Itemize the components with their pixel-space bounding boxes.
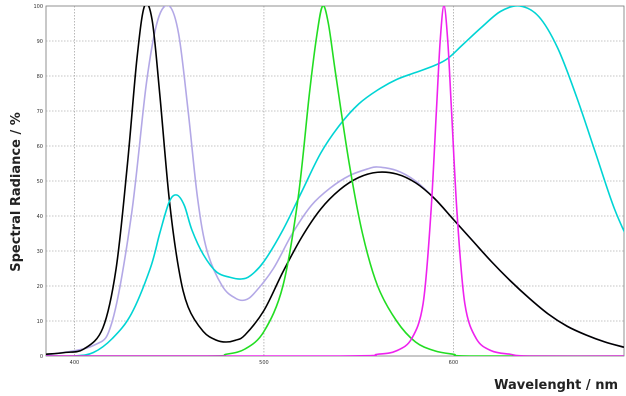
y-tick-label: 10	[37, 319, 43, 325]
x-axis-title: Wavelenght / nm	[494, 378, 618, 393]
y-tick-label: 30	[37, 249, 43, 255]
y-tick-label: 0	[40, 354, 43, 360]
y-axis-title: Spectral Radiance / %	[9, 112, 24, 272]
y-tick-label: 20	[37, 284, 43, 290]
y-tick-label: 40	[37, 214, 43, 220]
y-tick-label: 60	[37, 144, 43, 150]
y-tick-label: 70	[37, 109, 43, 115]
y-tick-labels: 0 10 20 30 40 50 60 70 80 90 100	[33, 4, 43, 360]
x-tick-label: 400	[70, 360, 80, 366]
y-tick-label: 80	[37, 74, 43, 80]
x-tick-labels: 400500600700	[70, 360, 626, 366]
x-tick-label: 600	[449, 360, 459, 366]
y-tick-label: 100	[33, 4, 43, 10]
x-tick-label: 500	[259, 360, 269, 366]
y-tick-label: 90	[37, 39, 43, 45]
y-tick-label: 50	[37, 179, 43, 185]
